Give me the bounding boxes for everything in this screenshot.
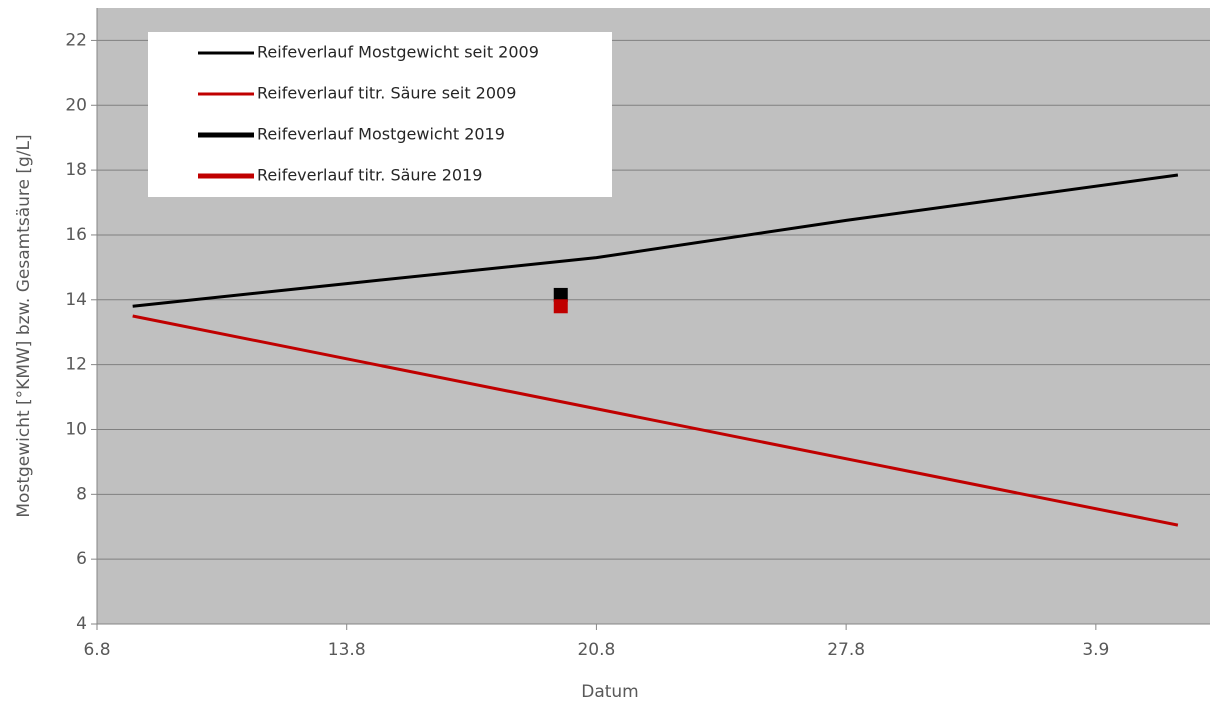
x-tick-label: 13.8	[328, 640, 366, 660]
legend-label: Reifeverlauf Mostgewicht 2019	[257, 125, 505, 144]
y-tick-label: 6	[76, 549, 87, 569]
y-tick-label: 4	[76, 614, 87, 634]
legend-label: Reifeverlauf titr. Säure 2019	[257, 166, 482, 185]
line	[132, 314, 1179, 527]
y-tick-label: 14	[65, 290, 87, 310]
x-tick-label: 6.8	[83, 640, 110, 660]
x-axis-title: Datum	[581, 682, 639, 702]
y-tick-label: 20	[65, 95, 87, 115]
marker	[553, 287, 568, 302]
y-tick-label: 12	[65, 355, 87, 375]
y-tick-label: 8	[76, 484, 87, 504]
y-tick-label: 16	[65, 225, 87, 245]
y-tick-label: 22	[65, 30, 87, 50]
marker	[553, 299, 568, 314]
legend-label: Reifeverlauf Mostgewicht seit 2009	[257, 43, 539, 62]
y-axis-title: Mostgewicht [°KMW] bzw. Gesamtsäure [g/L…	[14, 134, 34, 517]
x-tick-label: 3.9	[1082, 640, 1109, 660]
legend-label: Reifeverlauf titr. Säure seit 2009	[257, 84, 516, 103]
x-tick-label: 20.8	[577, 640, 615, 660]
legend: Reifeverlauf Mostgewicht seit 2009 Reifev…	[148, 32, 612, 197]
legend-box	[148, 32, 612, 197]
x-tick-label: 27.8	[827, 640, 865, 660]
y-tick-label: 18	[65, 160, 87, 180]
line	[132, 173, 1179, 308]
y-tick-label: 10	[65, 419, 87, 439]
